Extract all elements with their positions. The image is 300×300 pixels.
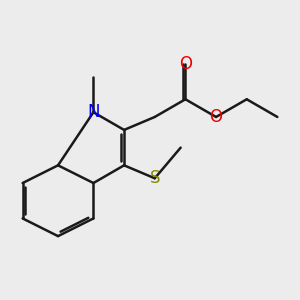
Text: S: S bbox=[149, 169, 160, 187]
Text: O: O bbox=[179, 55, 192, 73]
Text: O: O bbox=[210, 108, 223, 126]
Text: N: N bbox=[87, 103, 100, 121]
